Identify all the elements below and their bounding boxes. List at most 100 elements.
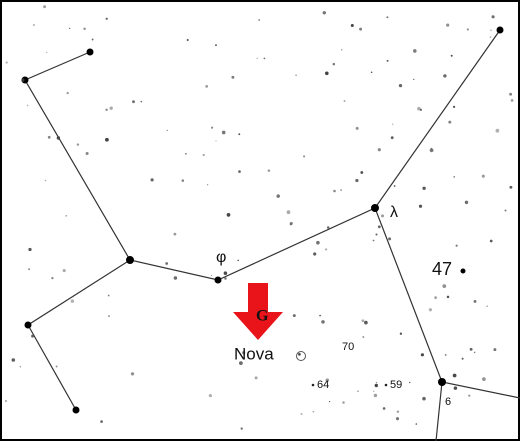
faint-star bbox=[493, 348, 497, 352]
star bbox=[21, 76, 29, 84]
faint-star bbox=[206, 184, 209, 186]
faint-star bbox=[446, 295, 450, 299]
faint-star bbox=[130, 372, 135, 376]
faint-star bbox=[340, 48, 343, 51]
faint-star bbox=[226, 213, 231, 217]
faint-star bbox=[109, 106, 113, 110]
faint-star bbox=[510, 98, 514, 102]
faint-star bbox=[43, 5, 46, 9]
faint-star bbox=[100, 420, 103, 423]
faint-star bbox=[267, 169, 271, 172]
faint-star bbox=[326, 226, 330, 229]
star bbox=[24, 321, 32, 329]
faint-star bbox=[489, 36, 492, 38]
faint-star bbox=[66, 91, 69, 95]
label-marker: G bbox=[256, 308, 269, 325]
faint-star bbox=[481, 174, 485, 178]
faint-star bbox=[442, 284, 447, 288]
faint-star bbox=[312, 410, 315, 413]
faint-star bbox=[28, 268, 30, 270]
faint-star bbox=[473, 299, 477, 303]
faint-star bbox=[215, 44, 217, 47]
faint-star bbox=[419, 108, 422, 111]
faint-star bbox=[173, 276, 178, 280]
faint-star bbox=[55, 365, 58, 368]
faint-star bbox=[361, 319, 365, 323]
nova-marker bbox=[296, 351, 306, 361]
faint-star bbox=[286, 210, 291, 215]
faint-star bbox=[321, 320, 325, 324]
faint-star bbox=[428, 308, 433, 312]
faint-star bbox=[297, 352, 301, 356]
faint-star bbox=[215, 140, 217, 142]
faint-star bbox=[504, 209, 507, 212]
faint-star bbox=[202, 153, 205, 157]
faint-star bbox=[443, 74, 447, 78]
faint-star bbox=[452, 373, 457, 378]
faint-star bbox=[150, 178, 154, 182]
faint-star bbox=[239, 361, 243, 365]
faint-star bbox=[381, 214, 384, 218]
faint-star bbox=[240, 427, 243, 430]
label-lambda: λ bbox=[390, 204, 398, 221]
line bbox=[24, 29, 501, 281]
faint-star bbox=[355, 178, 359, 183]
star bbox=[126, 256, 134, 264]
faint-star bbox=[399, 332, 403, 335]
faint-star bbox=[105, 137, 109, 142]
star bbox=[86, 48, 94, 56]
faint-star bbox=[359, 27, 363, 31]
faint-star bbox=[254, 376, 258, 380]
faint-star bbox=[211, 126, 214, 129]
faint-star bbox=[420, 353, 424, 357]
faint-star bbox=[205, 85, 209, 88]
faint-star bbox=[486, 305, 489, 308]
faint-star bbox=[372, 239, 375, 242]
star bbox=[371, 204, 379, 212]
faint-star bbox=[453, 386, 458, 390]
faint-star bbox=[47, 135, 51, 139]
faint-star bbox=[5, 400, 7, 402]
faint-stars bbox=[5, 5, 514, 430]
faint-star bbox=[231, 75, 235, 79]
faint-star bbox=[132, 100, 135, 104]
faint-star bbox=[390, 136, 394, 140]
faint-star bbox=[328, 400, 331, 403]
faint-star bbox=[224, 277, 227, 280]
star bbox=[496, 26, 504, 34]
faint-star bbox=[69, 27, 71, 29]
faint-star bbox=[221, 130, 226, 135]
faint-star bbox=[495, 128, 500, 133]
faint-star bbox=[418, 204, 423, 208]
faint-star bbox=[373, 393, 378, 398]
faint-star bbox=[509, 92, 513, 96]
faint-star bbox=[165, 262, 169, 265]
faint-star bbox=[357, 390, 359, 393]
faint-star bbox=[28, 247, 32, 252]
faint-star bbox=[332, 62, 336, 66]
faint-star bbox=[370, 71, 373, 74]
faint-star bbox=[468, 394, 471, 397]
faint-star bbox=[434, 296, 437, 299]
faint-star bbox=[181, 179, 185, 182]
faint-star bbox=[450, 54, 453, 57]
faint-star bbox=[83, 27, 86, 31]
faint-star bbox=[373, 390, 375, 392]
faint-star bbox=[51, 276, 54, 280]
faint-star bbox=[386, 59, 389, 62]
faint-star bbox=[108, 315, 110, 318]
faint-star bbox=[140, 100, 143, 103]
star bbox=[72, 406, 80, 414]
faint-star bbox=[303, 155, 306, 158]
faint-star bbox=[446, 23, 450, 27]
faint-star bbox=[11, 358, 16, 362]
faint-star bbox=[313, 252, 317, 256]
faint-star bbox=[258, 19, 260, 21]
faint-star bbox=[461, 357, 464, 360]
faint-star bbox=[208, 393, 213, 398]
faint-star bbox=[185, 152, 187, 155]
faint-star bbox=[377, 148, 381, 152]
faint-star bbox=[237, 259, 239, 262]
